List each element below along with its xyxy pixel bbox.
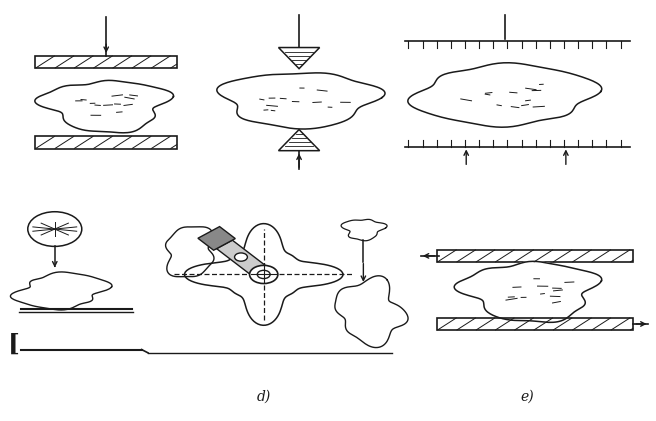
Text: [: [: [9, 333, 20, 357]
Polygon shape: [341, 219, 387, 241]
Polygon shape: [279, 130, 319, 151]
Circle shape: [28, 212, 82, 246]
Polygon shape: [217, 73, 385, 129]
Text: c): c): [514, 280, 527, 294]
Text: a): a): [90, 280, 104, 294]
Polygon shape: [454, 261, 602, 322]
Polygon shape: [438, 250, 633, 262]
Polygon shape: [216, 240, 272, 279]
Circle shape: [235, 253, 247, 261]
Circle shape: [249, 265, 278, 283]
Polygon shape: [10, 272, 112, 310]
Circle shape: [257, 270, 270, 279]
Polygon shape: [198, 226, 236, 250]
Polygon shape: [335, 276, 408, 348]
Polygon shape: [35, 56, 177, 68]
Polygon shape: [165, 227, 214, 277]
Polygon shape: [35, 136, 177, 149]
Text: d): d): [256, 390, 271, 404]
Polygon shape: [438, 318, 633, 330]
Polygon shape: [408, 63, 602, 127]
Text: b): b): [282, 280, 297, 294]
Polygon shape: [279, 48, 319, 69]
Polygon shape: [184, 224, 343, 325]
Polygon shape: [35, 80, 173, 133]
Text: e): e): [520, 390, 534, 404]
